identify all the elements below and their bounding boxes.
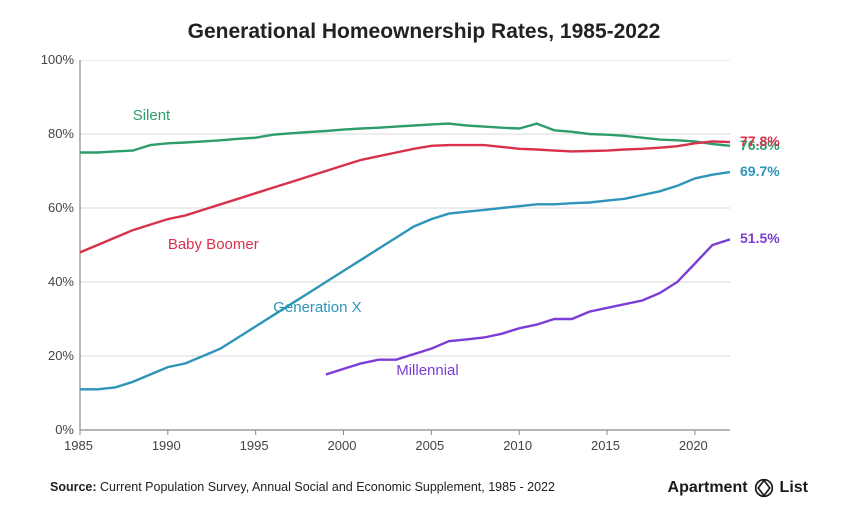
y-tick-label: 20% — [48, 348, 74, 363]
end-label-baby-boomer: 77.8% — [740, 133, 780, 149]
x-tick-label: 2015 — [591, 438, 620, 453]
y-tick-label: 0% — [55, 422, 74, 437]
series-label-baby-boomer: Baby Boomer — [168, 236, 259, 253]
brand-text-1: Apartment — [668, 479, 748, 497]
y-tick-label: 100% — [41, 52, 74, 67]
y-tick-label: 60% — [48, 200, 74, 215]
series-label-generation-x: Generation X — [273, 299, 361, 316]
x-tick-label: 2005 — [415, 438, 444, 453]
y-tick-label: 80% — [48, 126, 74, 141]
brand-logo: Apartment List — [668, 478, 808, 498]
end-label-millennial: 51.5% — [740, 230, 780, 246]
series-label-silent: Silent — [133, 107, 171, 124]
source-line: Source: Current Population Survey, Annua… — [50, 480, 555, 494]
chart-title: Generational Homeownership Rates, 1985-2… — [0, 20, 848, 44]
end-label-generation-x: 69.7% — [740, 163, 780, 179]
x-tick-label: 2000 — [328, 438, 357, 453]
y-tick-label: 40% — [48, 274, 74, 289]
x-tick-label: 2020 — [679, 438, 708, 453]
source-prefix: Source: — [50, 480, 97, 494]
x-tick-label: 2010 — [503, 438, 532, 453]
x-tick-label: 1995 — [240, 438, 269, 453]
source-text: Current Population Survey, Annual Social… — [100, 480, 555, 494]
x-tick-label: 1990 — [152, 438, 181, 453]
series-millennial — [326, 239, 730, 374]
chart-container: Generational Homeownership Rates, 1985-2… — [0, 0, 848, 512]
brand-icon — [754, 478, 774, 498]
series-label-millennial: Millennial — [396, 362, 459, 379]
brand-text-2: List — [780, 479, 808, 497]
x-tick-label: 1985 — [64, 438, 93, 453]
